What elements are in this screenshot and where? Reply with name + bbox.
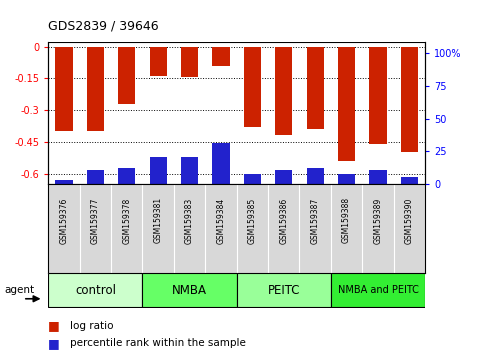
Text: PEITC: PEITC [268, 284, 300, 297]
Text: GSM159385: GSM159385 [248, 198, 257, 244]
Bar [118, 47, 135, 104]
Bar [87, 170, 104, 184]
Text: GSM159388: GSM159388 [342, 198, 351, 244]
Text: NMBA and PEITC: NMBA and PEITC [338, 285, 418, 295]
Bar [150, 156, 167, 184]
FancyBboxPatch shape [237, 273, 331, 307]
Bar [56, 47, 72, 131]
Bar [275, 47, 292, 136]
FancyBboxPatch shape [48, 273, 142, 307]
Bar [369, 47, 386, 144]
Bar [213, 47, 229, 66]
Text: GSM159384: GSM159384 [216, 198, 226, 244]
Bar [401, 47, 418, 152]
Bar [338, 47, 355, 161]
Bar [181, 156, 198, 184]
Bar [87, 47, 104, 131]
Bar [338, 175, 355, 184]
Text: GSM159390: GSM159390 [405, 198, 414, 244]
Bar [150, 47, 167, 76]
FancyBboxPatch shape [331, 273, 425, 307]
Text: percentile rank within the sample: percentile rank within the sample [70, 338, 246, 348]
Text: GSM159377: GSM159377 [91, 198, 100, 244]
Text: GSM159387: GSM159387 [311, 198, 320, 244]
Text: log ratio: log ratio [70, 321, 114, 331]
Text: GSM159386: GSM159386 [279, 198, 288, 244]
Text: GDS2839 / 39646: GDS2839 / 39646 [48, 19, 159, 33]
Bar [213, 143, 229, 184]
Text: NMBA: NMBA [172, 284, 207, 297]
Bar [181, 47, 198, 78]
Text: ■: ■ [48, 319, 60, 332]
Bar [56, 180, 72, 184]
Bar [244, 47, 261, 127]
Text: ■: ■ [48, 337, 60, 350]
Bar [369, 170, 386, 184]
Bar [307, 47, 324, 129]
Text: GSM159389: GSM159389 [373, 198, 383, 244]
Bar [244, 175, 261, 184]
Text: GSM159383: GSM159383 [185, 198, 194, 244]
Bar [118, 167, 135, 184]
Text: GSM159378: GSM159378 [122, 198, 131, 244]
Text: agent: agent [5, 285, 35, 295]
Text: GSM159381: GSM159381 [154, 198, 163, 244]
Bar [307, 167, 324, 184]
FancyBboxPatch shape [142, 273, 237, 307]
Text: control: control [75, 284, 116, 297]
Bar [275, 170, 292, 184]
Text: GSM159376: GSM159376 [59, 198, 69, 244]
Bar [401, 177, 418, 184]
